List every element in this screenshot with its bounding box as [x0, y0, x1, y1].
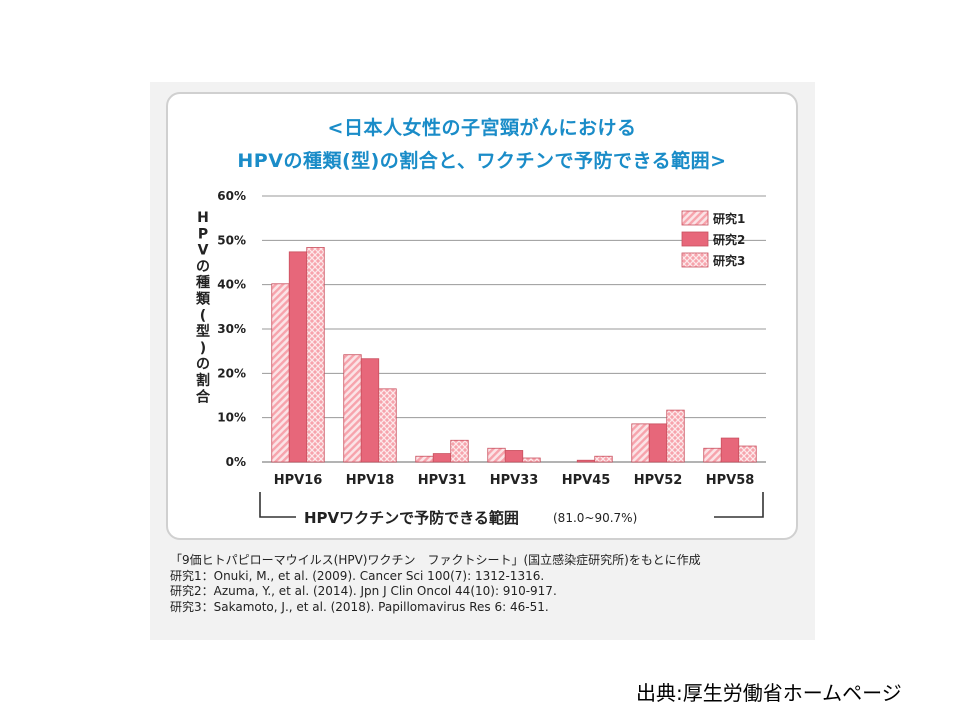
y-tick-label: 10%	[217, 411, 246, 425]
y-tick-label: 40%	[217, 278, 246, 292]
note-study-3: 研究3：Sakamoto, J., et al. (2018). Papillo…	[170, 599, 549, 614]
bar	[738, 445, 757, 463]
bar	[576, 459, 596, 463]
bar	[343, 354, 362, 463]
legend-label: 研究1	[713, 211, 745, 226]
note-source-basis: 「9価ヒトパピローマウイルス(HPV)ワクチン ファクトシート」(国立感染症研究…	[170, 553, 701, 567]
bar	[522, 457, 541, 463]
bar	[450, 439, 469, 463]
y-tick-label: 0%	[226, 455, 246, 469]
bar	[271, 283, 290, 463]
legend-label: 研究3	[713, 253, 745, 268]
source-credit: 出典:厚生労働省ホームページ	[636, 681, 902, 705]
x-tick-label: HPV16	[274, 473, 323, 488]
bar	[415, 455, 434, 463]
chart-title-line1: <日本人女性の子宮頸がんにおける	[327, 117, 637, 139]
bar	[306, 247, 325, 463]
bracket-range: (81.0~90.7%)	[553, 511, 637, 525]
bar	[631, 423, 650, 463]
x-tick-label: HPV52	[634, 473, 683, 488]
y-tick-label: 50%	[217, 233, 246, 247]
bar	[432, 453, 452, 463]
bar	[648, 423, 668, 463]
bar	[720, 437, 740, 463]
bar	[594, 455, 613, 463]
legend-label: 研究2	[713, 232, 745, 247]
y-tick-label: 20%	[217, 366, 246, 380]
bracket-label: HPVワクチンで予防できる範囲	[304, 509, 519, 527]
bar	[487, 447, 506, 463]
y-tick-label: 30%	[217, 322, 246, 336]
bar	[378, 388, 397, 463]
x-tick-label: HPV33	[490, 473, 539, 488]
x-tick-label: HPV31	[418, 473, 467, 488]
notes: 「9価ヒトパピローマウイルス(HPV)ワクチン ファクトシート」(国立感染症研究…	[170, 553, 701, 615]
x-tick-label: HPV45	[562, 473, 611, 488]
legend-swatch	[681, 231, 709, 247]
bar	[504, 450, 524, 463]
bar	[666, 409, 685, 463]
bar	[288, 251, 308, 463]
x-tick-label: HPV58	[706, 473, 755, 488]
chart-title-line2: HPVの種類(型)の割合と、ワクチンで予防できる範囲>	[237, 150, 727, 172]
y-tick-label: 60%	[217, 189, 246, 203]
note-study-1: 研究1：Onuki, M., et al. (2009). Cancer Sci…	[170, 568, 545, 583]
legend-swatch	[681, 210, 709, 226]
bar	[360, 358, 380, 463]
y-axis-label: H P V の種類(型)の割合	[195, 210, 211, 405]
bracket-left	[259, 492, 296, 518]
legend-swatch	[681, 252, 709, 268]
bar	[703, 447, 722, 463]
chart-panel	[166, 92, 798, 540]
bracket-right	[714, 492, 764, 518]
x-tick-label: HPV18	[346, 473, 395, 488]
note-study-2: 研究2：Azuma, Y., et al. (2014). Jpn J Clin…	[170, 584, 557, 598]
